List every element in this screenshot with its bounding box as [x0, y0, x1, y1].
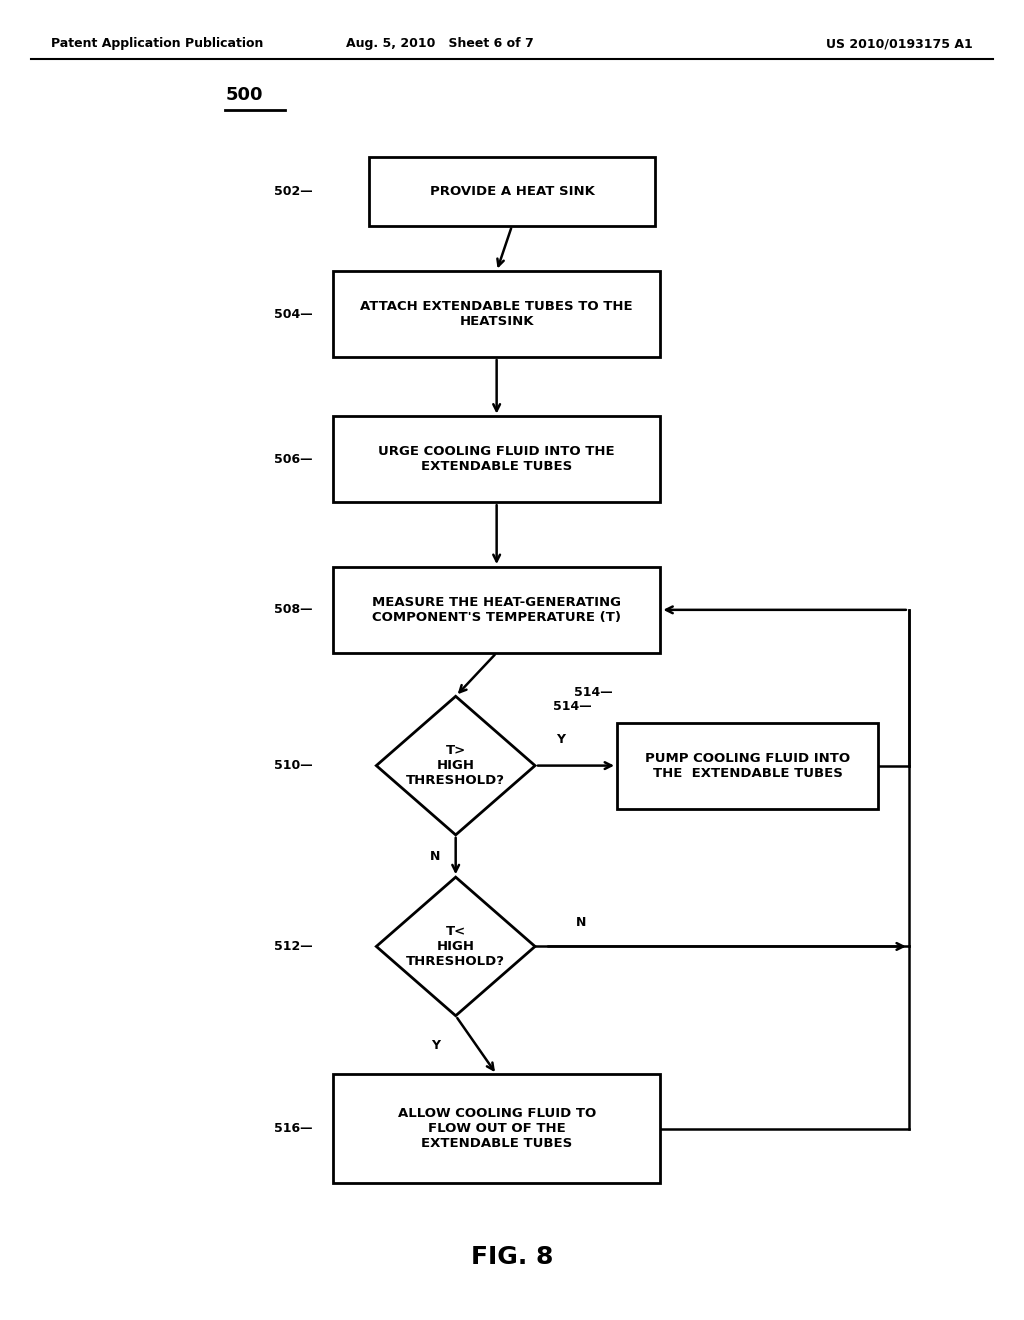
Text: 506—: 506— [273, 453, 312, 466]
FancyBboxPatch shape [333, 272, 660, 356]
Text: N: N [430, 850, 440, 862]
Text: ATTACH EXTENDABLE TUBES TO THE
HEATSINK: ATTACH EXTENDABLE TUBES TO THE HEATSINK [360, 300, 633, 329]
Polygon shape [377, 878, 535, 1016]
Text: Patent Application Publication: Patent Application Publication [51, 37, 263, 50]
Text: 510—: 510— [273, 759, 312, 772]
FancyBboxPatch shape [333, 416, 660, 502]
Text: 508—: 508— [273, 603, 312, 616]
Text: N: N [575, 916, 587, 929]
Text: 516—: 516— [273, 1122, 312, 1135]
FancyBboxPatch shape [333, 1074, 660, 1183]
FancyBboxPatch shape [616, 723, 879, 808]
Text: ALLOW COOLING FLUID TO
FLOW OUT OF THE
EXTENDABLE TUBES: ALLOW COOLING FLUID TO FLOW OUT OF THE E… [397, 1107, 596, 1150]
Text: Aug. 5, 2010   Sheet 6 of 7: Aug. 5, 2010 Sheet 6 of 7 [346, 37, 535, 50]
Text: Y: Y [431, 1039, 439, 1052]
FancyBboxPatch shape [333, 568, 660, 652]
Text: 500: 500 [225, 86, 263, 104]
Text: T>
HIGH
THRESHOLD?: T> HIGH THRESHOLD? [407, 744, 505, 787]
Text: 514—: 514— [553, 701, 592, 713]
Text: Y: Y [556, 733, 565, 746]
Text: 502—: 502— [273, 185, 312, 198]
Text: 514—: 514— [573, 686, 612, 700]
Polygon shape [377, 697, 535, 836]
Text: FIG. 8: FIG. 8 [471, 1245, 553, 1269]
Text: T<
HIGH
THRESHOLD?: T< HIGH THRESHOLD? [407, 925, 505, 968]
FancyBboxPatch shape [369, 157, 655, 226]
Text: PUMP COOLING FLUID INTO
THE  EXTENDABLE TUBES: PUMP COOLING FLUID INTO THE EXTENDABLE T… [645, 751, 850, 780]
Text: US 2010/0193175 A1: US 2010/0193175 A1 [826, 37, 973, 50]
Text: 512—: 512— [273, 940, 312, 953]
Text: 504—: 504— [273, 308, 312, 321]
Text: MEASURE THE HEAT-GENERATING
COMPONENT'S TEMPERATURE (T): MEASURE THE HEAT-GENERATING COMPONENT'S … [372, 595, 622, 624]
Text: URGE COOLING FLUID INTO THE
EXTENDABLE TUBES: URGE COOLING FLUID INTO THE EXTENDABLE T… [378, 445, 615, 474]
Text: PROVIDE A HEAT SINK: PROVIDE A HEAT SINK [429, 185, 595, 198]
